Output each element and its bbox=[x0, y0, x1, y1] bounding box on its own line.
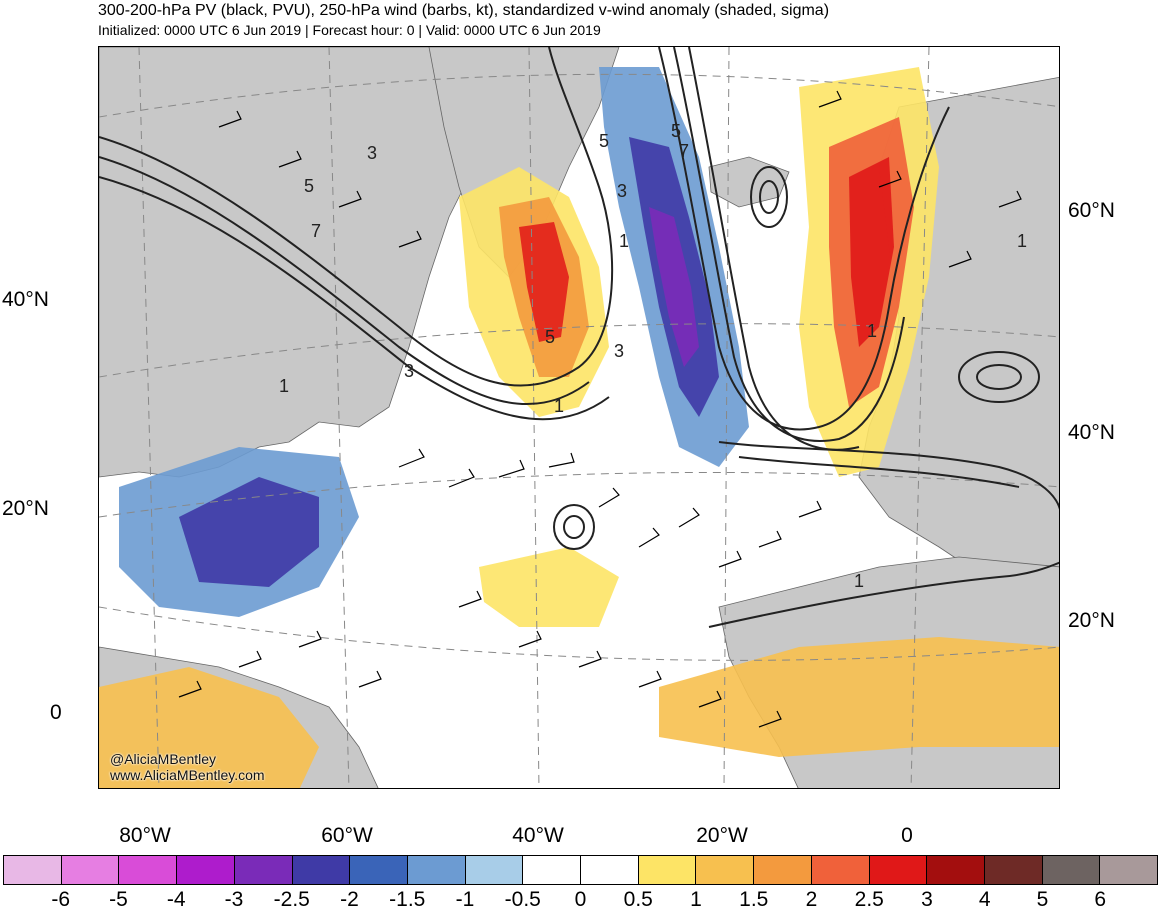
colorbar-label: 2 bbox=[805, 888, 818, 911]
colorbar-swatch bbox=[523, 856, 582, 884]
weather-map: 3 5 7 5 3 1 3 5 1 5 7 3 1 1 1 1 bbox=[98, 46, 1060, 789]
contour-label: 5 bbox=[304, 176, 314, 196]
contour-label: 1 bbox=[619, 231, 629, 251]
colorbar-swatch bbox=[754, 856, 812, 884]
colorbar-label: -2 bbox=[340, 888, 359, 911]
contour-label: 1 bbox=[554, 396, 564, 416]
colorbar-label: 1 bbox=[690, 888, 702, 911]
contour-label: 5 bbox=[545, 327, 555, 347]
colorbar-label: -1.5 bbox=[389, 888, 426, 911]
colorbar-swatch bbox=[465, 856, 524, 884]
colorbar-swatch bbox=[407, 856, 466, 884]
colorbar-label: -4 bbox=[166, 888, 186, 911]
colorbar-label: 1.5 bbox=[739, 888, 769, 911]
colorbar-label: 2.5 bbox=[854, 888, 884, 911]
map-title: 300-200-hPa PV (black, PVU), 250-hPa win… bbox=[98, 2, 830, 19]
colorbar-swatch bbox=[4, 856, 62, 884]
colorbar-label: -1 bbox=[455, 888, 475, 911]
colorbar-swatch bbox=[696, 856, 755, 884]
lat-label-left: 0 bbox=[50, 701, 62, 724]
colorbar-swatch bbox=[811, 856, 870, 884]
colorbar-label: -2.5 bbox=[273, 888, 310, 911]
map-canvas: 3 5 7 5 3 1 3 5 1 5 7 3 1 1 1 1 bbox=[99, 47, 1059, 788]
contour-label: 1 bbox=[854, 571, 864, 591]
colorbar-label: 0 bbox=[574, 888, 587, 911]
contour-label: 3 bbox=[617, 181, 627, 201]
lat-label-right: 20°N bbox=[1068, 609, 1115, 632]
colorbar-swatch bbox=[119, 856, 178, 884]
pv-contours bbox=[99, 47, 1059, 628]
colorbar-swatch bbox=[1100, 856, 1158, 884]
map-subtitle: Initialized: 0000 UTC 6 Jun 2019 | Forec… bbox=[98, 22, 601, 38]
colorbar-swatch bbox=[350, 856, 408, 884]
colorbar-label: 6 bbox=[1094, 888, 1107, 911]
colorbar-swatch bbox=[581, 856, 639, 884]
anomaly-positive-subtropical bbox=[479, 547, 619, 627]
lon-label: 60°W bbox=[321, 824, 373, 847]
colorbar-swatch bbox=[638, 856, 697, 884]
colorbar-swatch bbox=[177, 856, 235, 884]
contour-value-labels: 3 5 7 5 3 1 3 5 1 5 7 3 1 1 1 1 bbox=[279, 121, 1027, 591]
contour-label: 1 bbox=[1017, 231, 1027, 251]
colorbar-swatch bbox=[927, 856, 985, 884]
contour-label: 3 bbox=[367, 143, 377, 163]
colorbar-label: -0.5 bbox=[504, 888, 541, 911]
lon-label: 0 bbox=[901, 824, 913, 847]
contour-label: 1 bbox=[867, 321, 877, 341]
contour-label: 3 bbox=[614, 341, 624, 361]
colorbar-label: -6 bbox=[51, 888, 71, 911]
contour-label: 3 bbox=[404, 361, 414, 381]
lat-label-left: 40°N bbox=[2, 288, 49, 311]
colorbar-label: 0.5 bbox=[623, 888, 653, 911]
anomaly-negative-caribbean-core bbox=[179, 477, 319, 587]
graticule bbox=[99, 47, 1059, 788]
colorbar-label: -3 bbox=[224, 888, 244, 911]
lat-label-right: 60°N bbox=[1068, 199, 1115, 222]
colorbar-label: 5 bbox=[1036, 888, 1049, 911]
anomaly-positive-max bbox=[519, 222, 569, 342]
lon-label: 20°W bbox=[696, 824, 748, 847]
contour-label: 5 bbox=[671, 121, 681, 141]
colorbar-label: 3 bbox=[921, 888, 933, 911]
lat-label-left: 20°N bbox=[2, 497, 49, 520]
contour-label: 7 bbox=[311, 221, 321, 241]
colorbar-swatch bbox=[61, 856, 120, 884]
anomaly-positive-south-america bbox=[99, 667, 319, 788]
wind-barbs bbox=[178, 90, 1022, 728]
watermark-url: www.AliciaMBentley.com bbox=[110, 767, 265, 783]
colorbar-swatch bbox=[869, 856, 928, 884]
contour-label: 7 bbox=[679, 141, 689, 161]
colorbar-swatch bbox=[234, 856, 293, 884]
colorbar-swatch bbox=[292, 856, 351, 884]
colorbar-label: -5 bbox=[109, 888, 128, 911]
colorbar-swatch bbox=[984, 856, 1043, 884]
anomaly-negative-max bbox=[649, 207, 699, 367]
watermark-handle: @AliciaMBentley bbox=[110, 751, 217, 767]
lon-label: 40°W bbox=[512, 824, 564, 847]
contour-label: 5 bbox=[599, 131, 609, 151]
anomaly-positive-africa bbox=[659, 637, 1059, 757]
colorbar-label: 4 bbox=[978, 888, 991, 911]
lat-label-right: 40°N bbox=[1068, 421, 1115, 444]
colorbar-labels: -6 -5 -4 -3 -2.5 -2 -1.5 -1 -0.5 0 0.5 1 1.5 2 2.5 3 4 5 6 bbox=[0, 888, 1160, 912]
colorbar bbox=[3, 855, 1158, 885]
lon-label: 80°W bbox=[119, 824, 171, 847]
anomaly-positive-europe-max bbox=[849, 157, 894, 347]
colorbar-swatch bbox=[1042, 856, 1101, 884]
contour-label: 1 bbox=[279, 376, 289, 396]
